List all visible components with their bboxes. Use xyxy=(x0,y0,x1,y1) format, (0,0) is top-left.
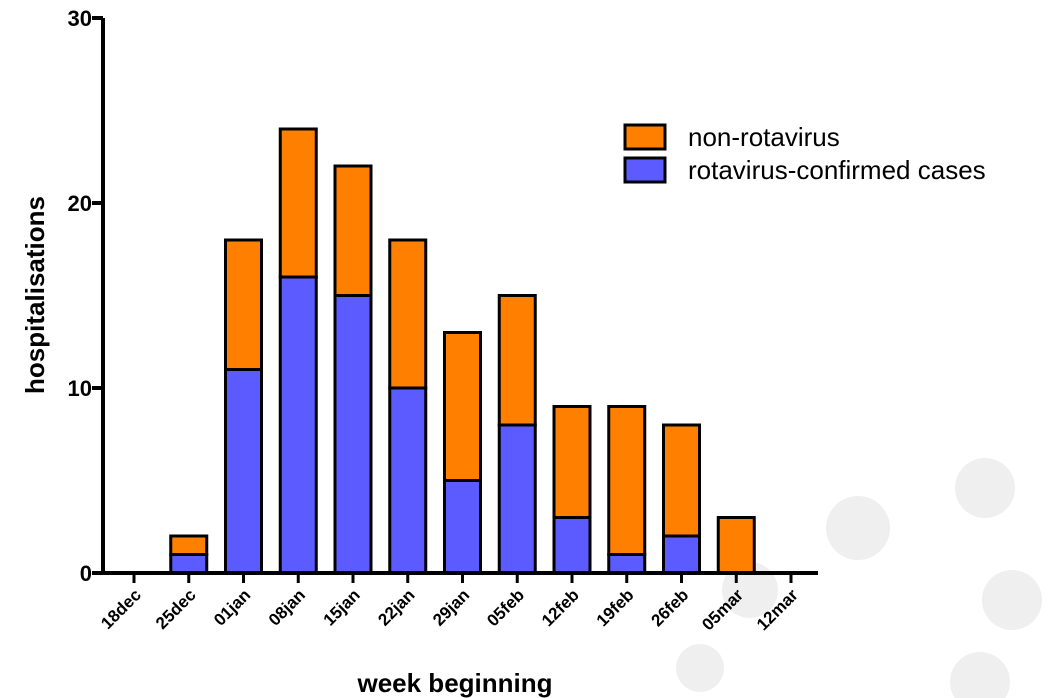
bar-non-rotavirus-08jan xyxy=(278,127,318,279)
x-axis-title: week beginning xyxy=(356,668,552,698)
background-dot xyxy=(950,652,1010,698)
bar-rotavirus-26feb xyxy=(662,534,701,575)
background-decoration xyxy=(676,458,1042,698)
y-ticks: 0 10 20 30 xyxy=(68,6,103,586)
bar-rotavirus-01jan xyxy=(224,368,263,575)
y-tick-label: 20 xyxy=(68,191,92,216)
bar-non-rotavirus-22jan xyxy=(388,238,428,390)
bar-rotavirus-05feb xyxy=(497,423,537,575)
y-axis-title: hospitalisations xyxy=(20,196,50,394)
bar-non-rotavirus-01jan xyxy=(224,238,263,371)
x-tick-label: 01jan xyxy=(210,585,254,629)
legend-label-non-rotavirus: non-rotavirus xyxy=(688,122,840,152)
bar-rotavirus-22jan xyxy=(388,386,428,575)
bar-rotavirus-19feb xyxy=(607,553,647,575)
x-tick-label: 29jan xyxy=(429,585,473,629)
x-tick-label: 08jan xyxy=(265,585,309,629)
legend-swatch-rotavirus xyxy=(623,156,667,184)
legend-swatch-non-rotavirus xyxy=(623,123,667,151)
bar-non-rotavirus-12feb xyxy=(552,405,592,519)
background-dot xyxy=(676,644,724,692)
bar-non-rotavirus-19feb xyxy=(607,405,647,556)
bar-non-rotavirus-05mar xyxy=(716,516,756,575)
x-tick-label: 12feb xyxy=(538,585,583,630)
x-tick-label: 26feb xyxy=(647,585,692,630)
x-tick-label: 15jan xyxy=(320,585,364,629)
y-tick-label: 30 xyxy=(68,6,92,31)
bar-rotavirus-08jan xyxy=(278,275,318,575)
y-tick-label: 10 xyxy=(68,376,92,401)
x-tick-label: 19feb xyxy=(593,585,638,630)
x-tick-label: 22jan xyxy=(374,585,418,629)
legend: non-rotavirus rotavirus-confirmed cases xyxy=(623,122,986,185)
x-tick-label: 18dec xyxy=(97,585,145,633)
bar-rotavirus-29jan xyxy=(443,479,482,575)
bar-rotavirus-12feb xyxy=(552,516,592,575)
bar-rotavirus-15jan xyxy=(333,294,373,575)
x-tick-label: 05feb xyxy=(483,585,528,630)
x-ticks: 18dec 25dec 01jan 08jan 15jan 22jan 29jan 05feb… xyxy=(97,573,802,634)
bar-non-rotavirus-26feb xyxy=(662,423,701,538)
legend-label-rotavirus: rotavirus-confirmed cases xyxy=(688,155,986,185)
bar-non-rotavirus-05feb xyxy=(497,294,537,427)
bar-non-rotavirus-15jan xyxy=(333,164,373,297)
bar-non-rotavirus-29jan xyxy=(443,331,482,482)
y-tick-label: 0 xyxy=(80,561,92,586)
x-tick-label: 25dec xyxy=(152,585,200,633)
bar-rotavirus-25dec xyxy=(169,553,209,575)
bars xyxy=(169,127,756,575)
background-dot xyxy=(982,570,1042,630)
background-dot xyxy=(826,496,890,560)
axes xyxy=(101,18,818,575)
bar-non-rotavirus-25dec xyxy=(169,534,209,556)
background-dot xyxy=(955,458,1015,518)
